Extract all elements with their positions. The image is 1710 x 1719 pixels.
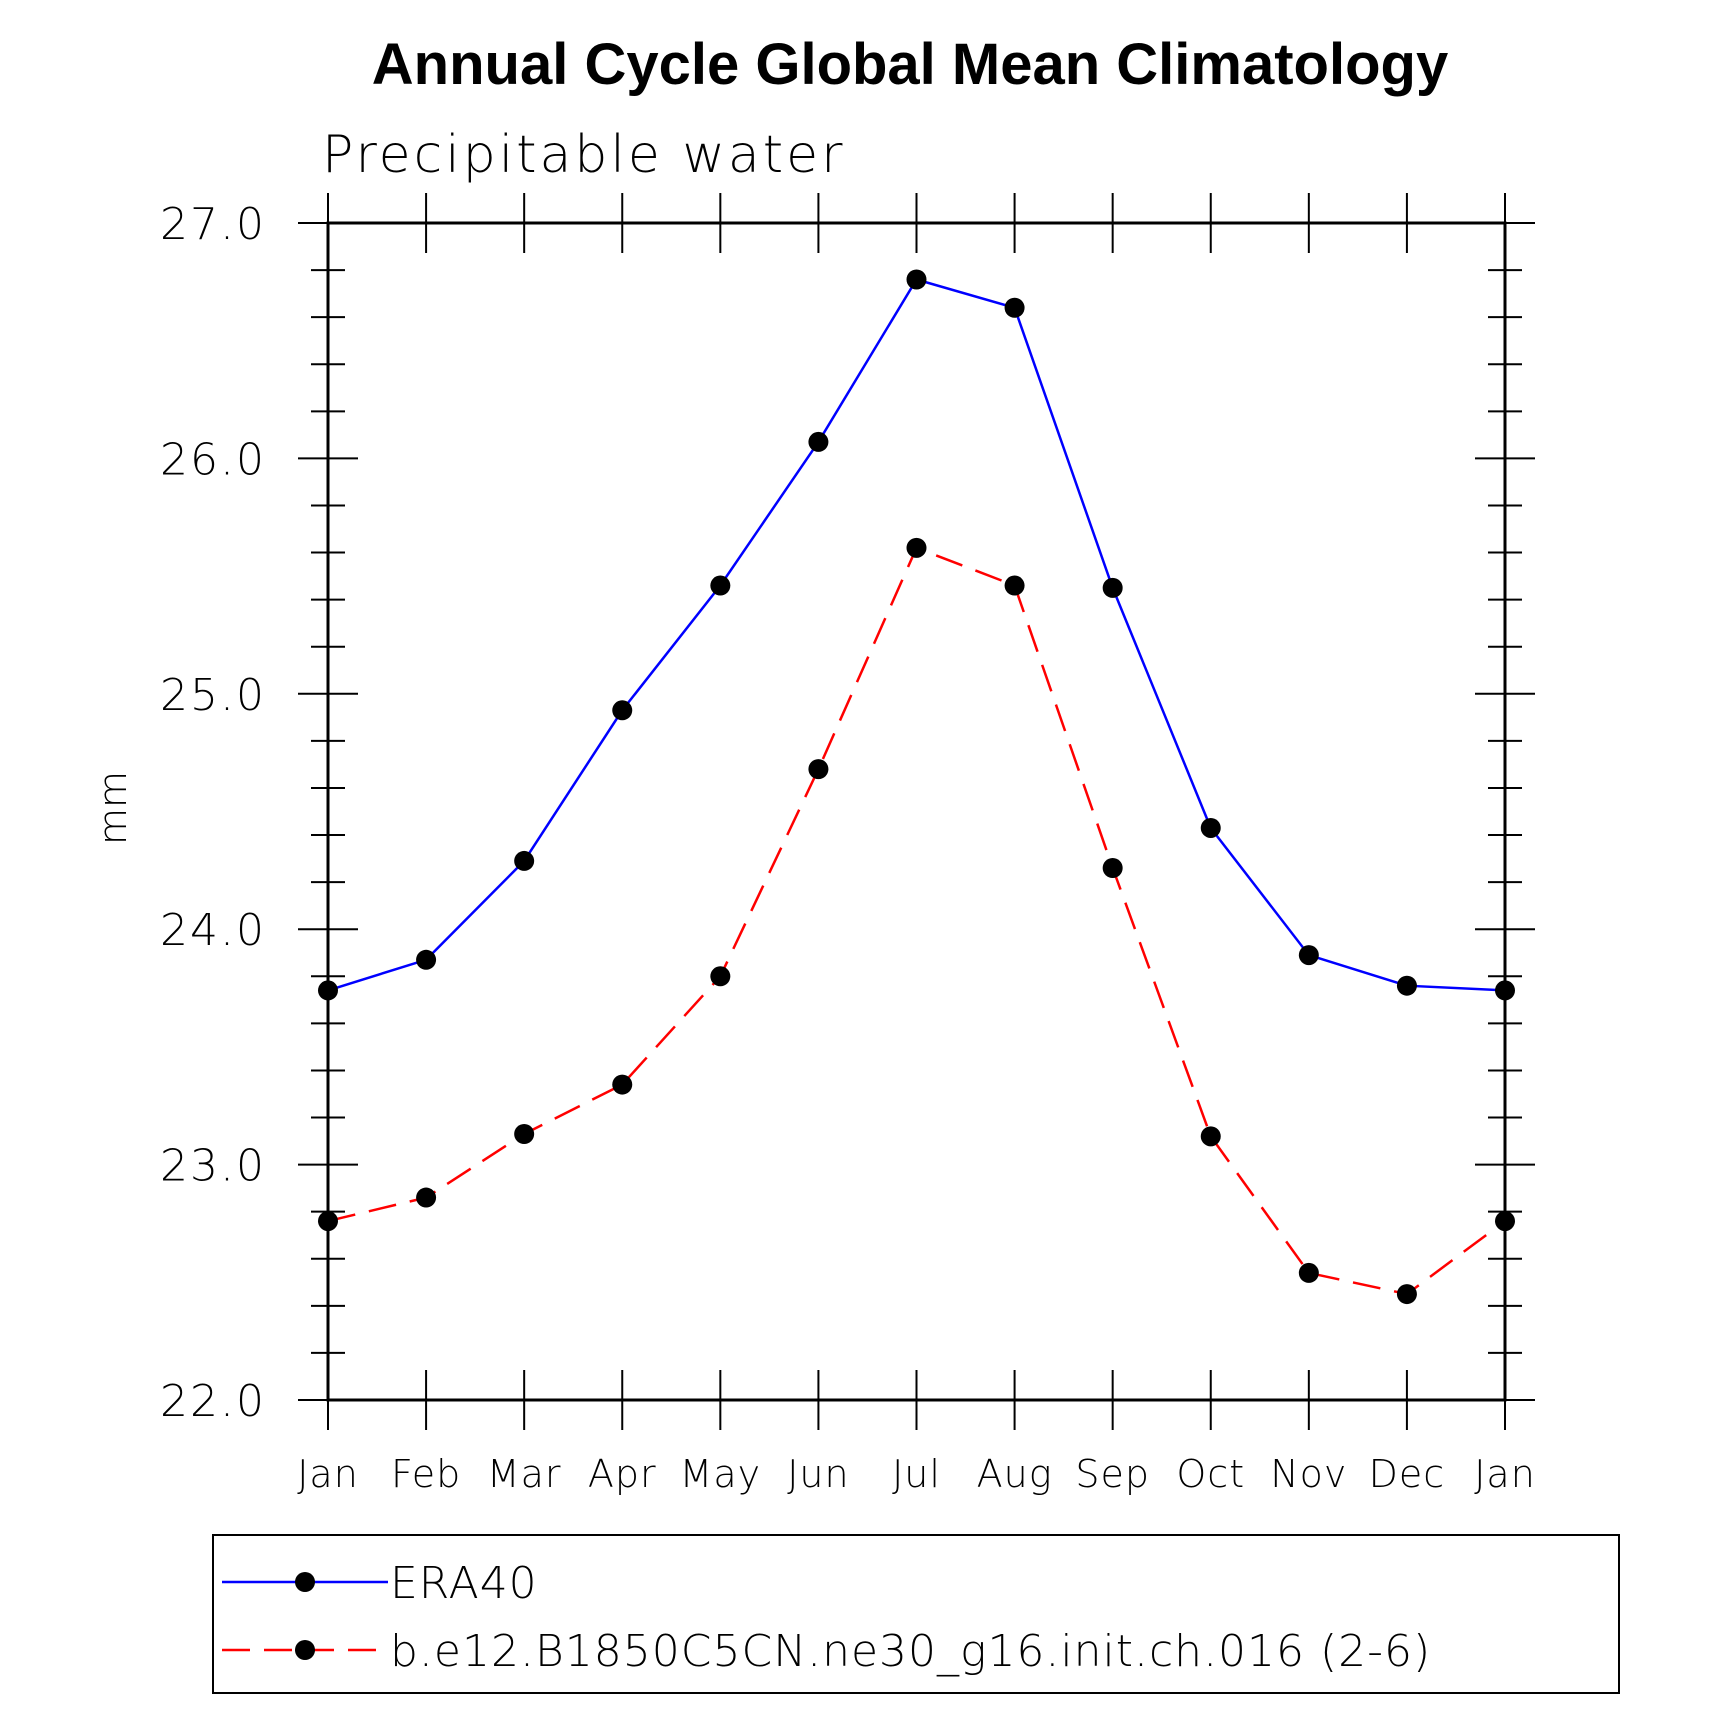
x-tick-label: Dec (1369, 1452, 1446, 1496)
y-axis-label: mm (91, 771, 135, 845)
data-point (710, 575, 731, 596)
data-point (1396, 975, 1417, 996)
chart-title: Annual Cycle Global Mean Climatology (372, 32, 1448, 97)
data-point (1004, 297, 1025, 318)
x-tick-label: Aug (977, 1452, 1053, 1496)
data-point (612, 1074, 633, 1095)
x-tick-label: Apr (588, 1452, 657, 1496)
legend-marker-2 (295, 1640, 315, 1660)
data-point (612, 700, 633, 721)
legend-label-1: ERA40 (390, 1558, 538, 1609)
data-point (906, 269, 927, 290)
data-point (906, 537, 927, 558)
data-point (416, 949, 437, 970)
x-tick-label: Oct (1176, 1452, 1245, 1496)
x-tick-label: Mar (487, 1452, 562, 1496)
y-tick-label: 23.0 (160, 1141, 266, 1192)
y-tick-label: 27.0 (160, 199, 266, 250)
data-point (514, 850, 535, 871)
y-tick-label: 24.0 (160, 905, 266, 956)
y-tick-label: 25.0 (160, 670, 266, 721)
legend-box (212, 1534, 1620, 1694)
series-line (327, 278, 1506, 992)
x-tick-label: Jan (1474, 1452, 1536, 1496)
plot-frame (326, 221, 1507, 1402)
legend: ERA40 b.e12.B1850C5CN.ne30_g16.init.ch.01… (212, 1534, 1620, 1694)
data-point (710, 966, 731, 987)
data-point (416, 1187, 437, 1208)
data-point (1396, 1284, 1417, 1305)
data-point (1495, 980, 1515, 1001)
legend-marker-1 (295, 1572, 315, 1592)
plot-axes: 22.0 23.0 24.0 25.0 26.0 27.0 Jan Feb Mar Apr May J… (160, 193, 1536, 1496)
x-tick-label: May (680, 1452, 762, 1496)
x-tick-label: Jul (892, 1452, 941, 1496)
series-2 (318, 537, 1515, 1305)
data-point (1200, 1126, 1221, 1147)
x-tick-label: Jan (297, 1452, 359, 1496)
data-point (1102, 857, 1123, 878)
data-point (1298, 945, 1319, 966)
y-tick-label: 26.0 (160, 434, 266, 485)
data-point (808, 759, 829, 780)
data-point (318, 980, 338, 1001)
data-point (1102, 577, 1123, 598)
data-point (808, 431, 829, 452)
data-point (1004, 575, 1025, 596)
y-tick-label: 22.0 (160, 1376, 266, 1427)
data-point (1298, 1262, 1319, 1283)
chart-subtitle: Precipitable water (322, 125, 846, 185)
series-1 (318, 269, 1515, 1001)
data-point (318, 1211, 338, 1232)
x-tick-label: Jun (787, 1452, 849, 1496)
x-tick-label: Sep (1075, 1452, 1150, 1496)
data-point (514, 1123, 535, 1144)
legend-label-2: b.e12.B1850C5CN.ne30_g16.init.ch.016 (2-… (390, 1626, 1431, 1677)
x-tick-label: Nov (1270, 1452, 1347, 1496)
series-line (327, 546, 1506, 1296)
series-layer (318, 269, 1515, 1305)
x-tick-label: Feb (391, 1452, 461, 1496)
data-point (1200, 817, 1221, 838)
data-point (1495, 1211, 1515, 1232)
